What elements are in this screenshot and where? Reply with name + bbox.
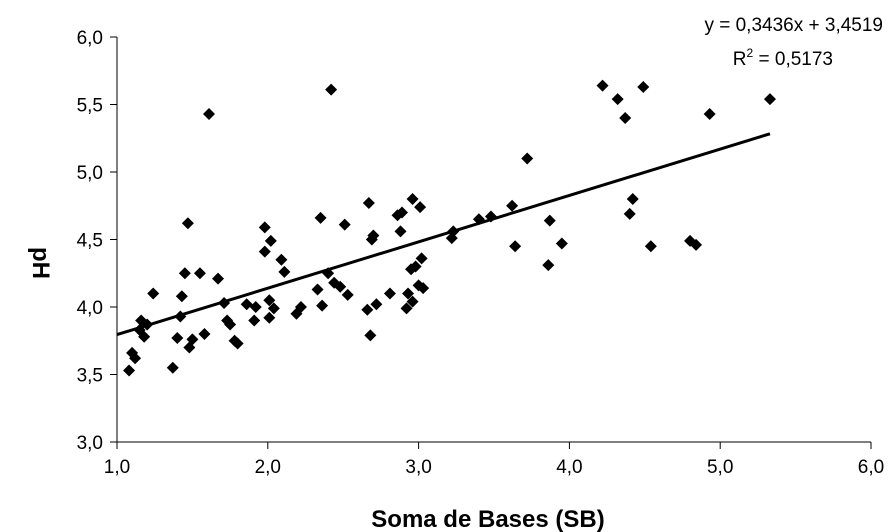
data-point bbox=[278, 265, 291, 278]
x-tick-label: 2,0 bbox=[255, 457, 281, 478]
data-point bbox=[509, 240, 522, 253]
data-point bbox=[383, 287, 396, 300]
data-point bbox=[637, 80, 650, 93]
data-point bbox=[626, 193, 639, 205]
data-point bbox=[181, 217, 194, 230]
x-tick-label: 1,0 bbox=[104, 457, 130, 478]
trendline-equation: y = 0,3436x + 3,4519 bbox=[704, 15, 883, 36]
data-point bbox=[240, 298, 253, 311]
trendline-r-squared: R2 = 0,5173 bbox=[733, 46, 833, 70]
data-point bbox=[690, 238, 703, 251]
y-tick-label: 4,0 bbox=[77, 298, 103, 319]
data-point bbox=[396, 206, 409, 219]
data-point bbox=[263, 294, 276, 307]
data-point bbox=[263, 311, 276, 324]
data-point bbox=[175, 290, 188, 303]
data-point bbox=[763, 93, 776, 106]
x-axis-title: Soma de Bases (SB) bbox=[371, 506, 604, 532]
y-tick-label: 5,5 bbox=[77, 96, 103, 117]
data-point bbox=[555, 237, 568, 250]
data-point bbox=[394, 225, 407, 238]
data-point bbox=[147, 287, 160, 300]
data-point bbox=[370, 298, 383, 311]
data-point bbox=[596, 79, 609, 92]
data-point bbox=[316, 299, 329, 312]
data-point bbox=[231, 337, 244, 350]
r-squared-superscript: 2 bbox=[747, 46, 754, 60]
x-tick-label: 4,0 bbox=[556, 457, 582, 478]
data-point bbox=[129, 352, 142, 365]
data-point bbox=[193, 267, 206, 280]
y-axis-title: pH bbox=[27, 247, 54, 279]
data-point bbox=[506, 199, 519, 212]
data-point bbox=[542, 259, 555, 272]
data-point bbox=[644, 240, 657, 253]
data-point bbox=[406, 295, 419, 308]
data-point bbox=[409, 260, 422, 273]
y-tick-label: 5,0 bbox=[77, 163, 103, 184]
data-point bbox=[400, 302, 413, 315]
data-point bbox=[703, 107, 716, 120]
data-point bbox=[364, 329, 377, 342]
data-point bbox=[414, 201, 427, 214]
data-point bbox=[178, 267, 191, 280]
data-point bbox=[275, 253, 288, 266]
x-ticks: 1,0 2,0 3,0 4,0 5,0 6,0 bbox=[104, 442, 884, 478]
data-points bbox=[123, 79, 776, 377]
data-point bbox=[258, 245, 271, 258]
r-squared-value: = 0,5173 bbox=[753, 49, 833, 70]
data-point bbox=[249, 301, 262, 313]
data-point bbox=[406, 193, 419, 205]
data-point bbox=[294, 301, 307, 313]
data-point bbox=[367, 229, 380, 242]
data-point bbox=[341, 288, 354, 301]
y-tick-label: 4,5 bbox=[77, 231, 103, 252]
data-point bbox=[171, 332, 184, 345]
data-point bbox=[311, 283, 324, 296]
trend-line bbox=[116, 132, 771, 337]
data-point bbox=[402, 287, 415, 300]
data-point bbox=[202, 107, 215, 120]
data-point bbox=[611, 93, 624, 106]
data-point bbox=[619, 112, 632, 124]
r-squared-prefix: R bbox=[733, 49, 747, 70]
axes bbox=[116, 37, 871, 443]
data-point bbox=[224, 318, 237, 331]
data-point bbox=[138, 330, 151, 343]
x-tick-label: 3,0 bbox=[405, 457, 431, 478]
data-point bbox=[212, 272, 225, 285]
data-point bbox=[338, 218, 351, 231]
data-point bbox=[186, 333, 199, 346]
x-tick-label: 5,0 bbox=[707, 457, 733, 478]
data-point bbox=[361, 303, 374, 316]
data-point bbox=[248, 314, 261, 327]
data-point bbox=[362, 197, 375, 210]
data-point bbox=[198, 328, 211, 340]
data-point bbox=[521, 152, 534, 165]
data-point bbox=[623, 207, 636, 220]
data-point bbox=[543, 214, 556, 227]
data-point bbox=[267, 302, 280, 315]
data-point bbox=[314, 211, 327, 224]
y-tick-label: 6,0 bbox=[77, 28, 103, 49]
data-point bbox=[325, 83, 338, 96]
data-point bbox=[415, 252, 428, 265]
data-point bbox=[123, 364, 136, 377]
data-point bbox=[334, 280, 347, 293]
y-tick-label: 3,0 bbox=[77, 433, 103, 454]
y-ticks: 3,0 3,5 4,0 4,5 5,0 5,5 6,0 bbox=[77, 28, 117, 454]
x-tick-label: 6,0 bbox=[858, 457, 884, 478]
data-point bbox=[264, 234, 277, 247]
y-tick-label: 3,5 bbox=[77, 366, 103, 387]
data-point bbox=[166, 361, 179, 374]
data-point bbox=[417, 282, 430, 295]
data-point bbox=[258, 221, 271, 234]
